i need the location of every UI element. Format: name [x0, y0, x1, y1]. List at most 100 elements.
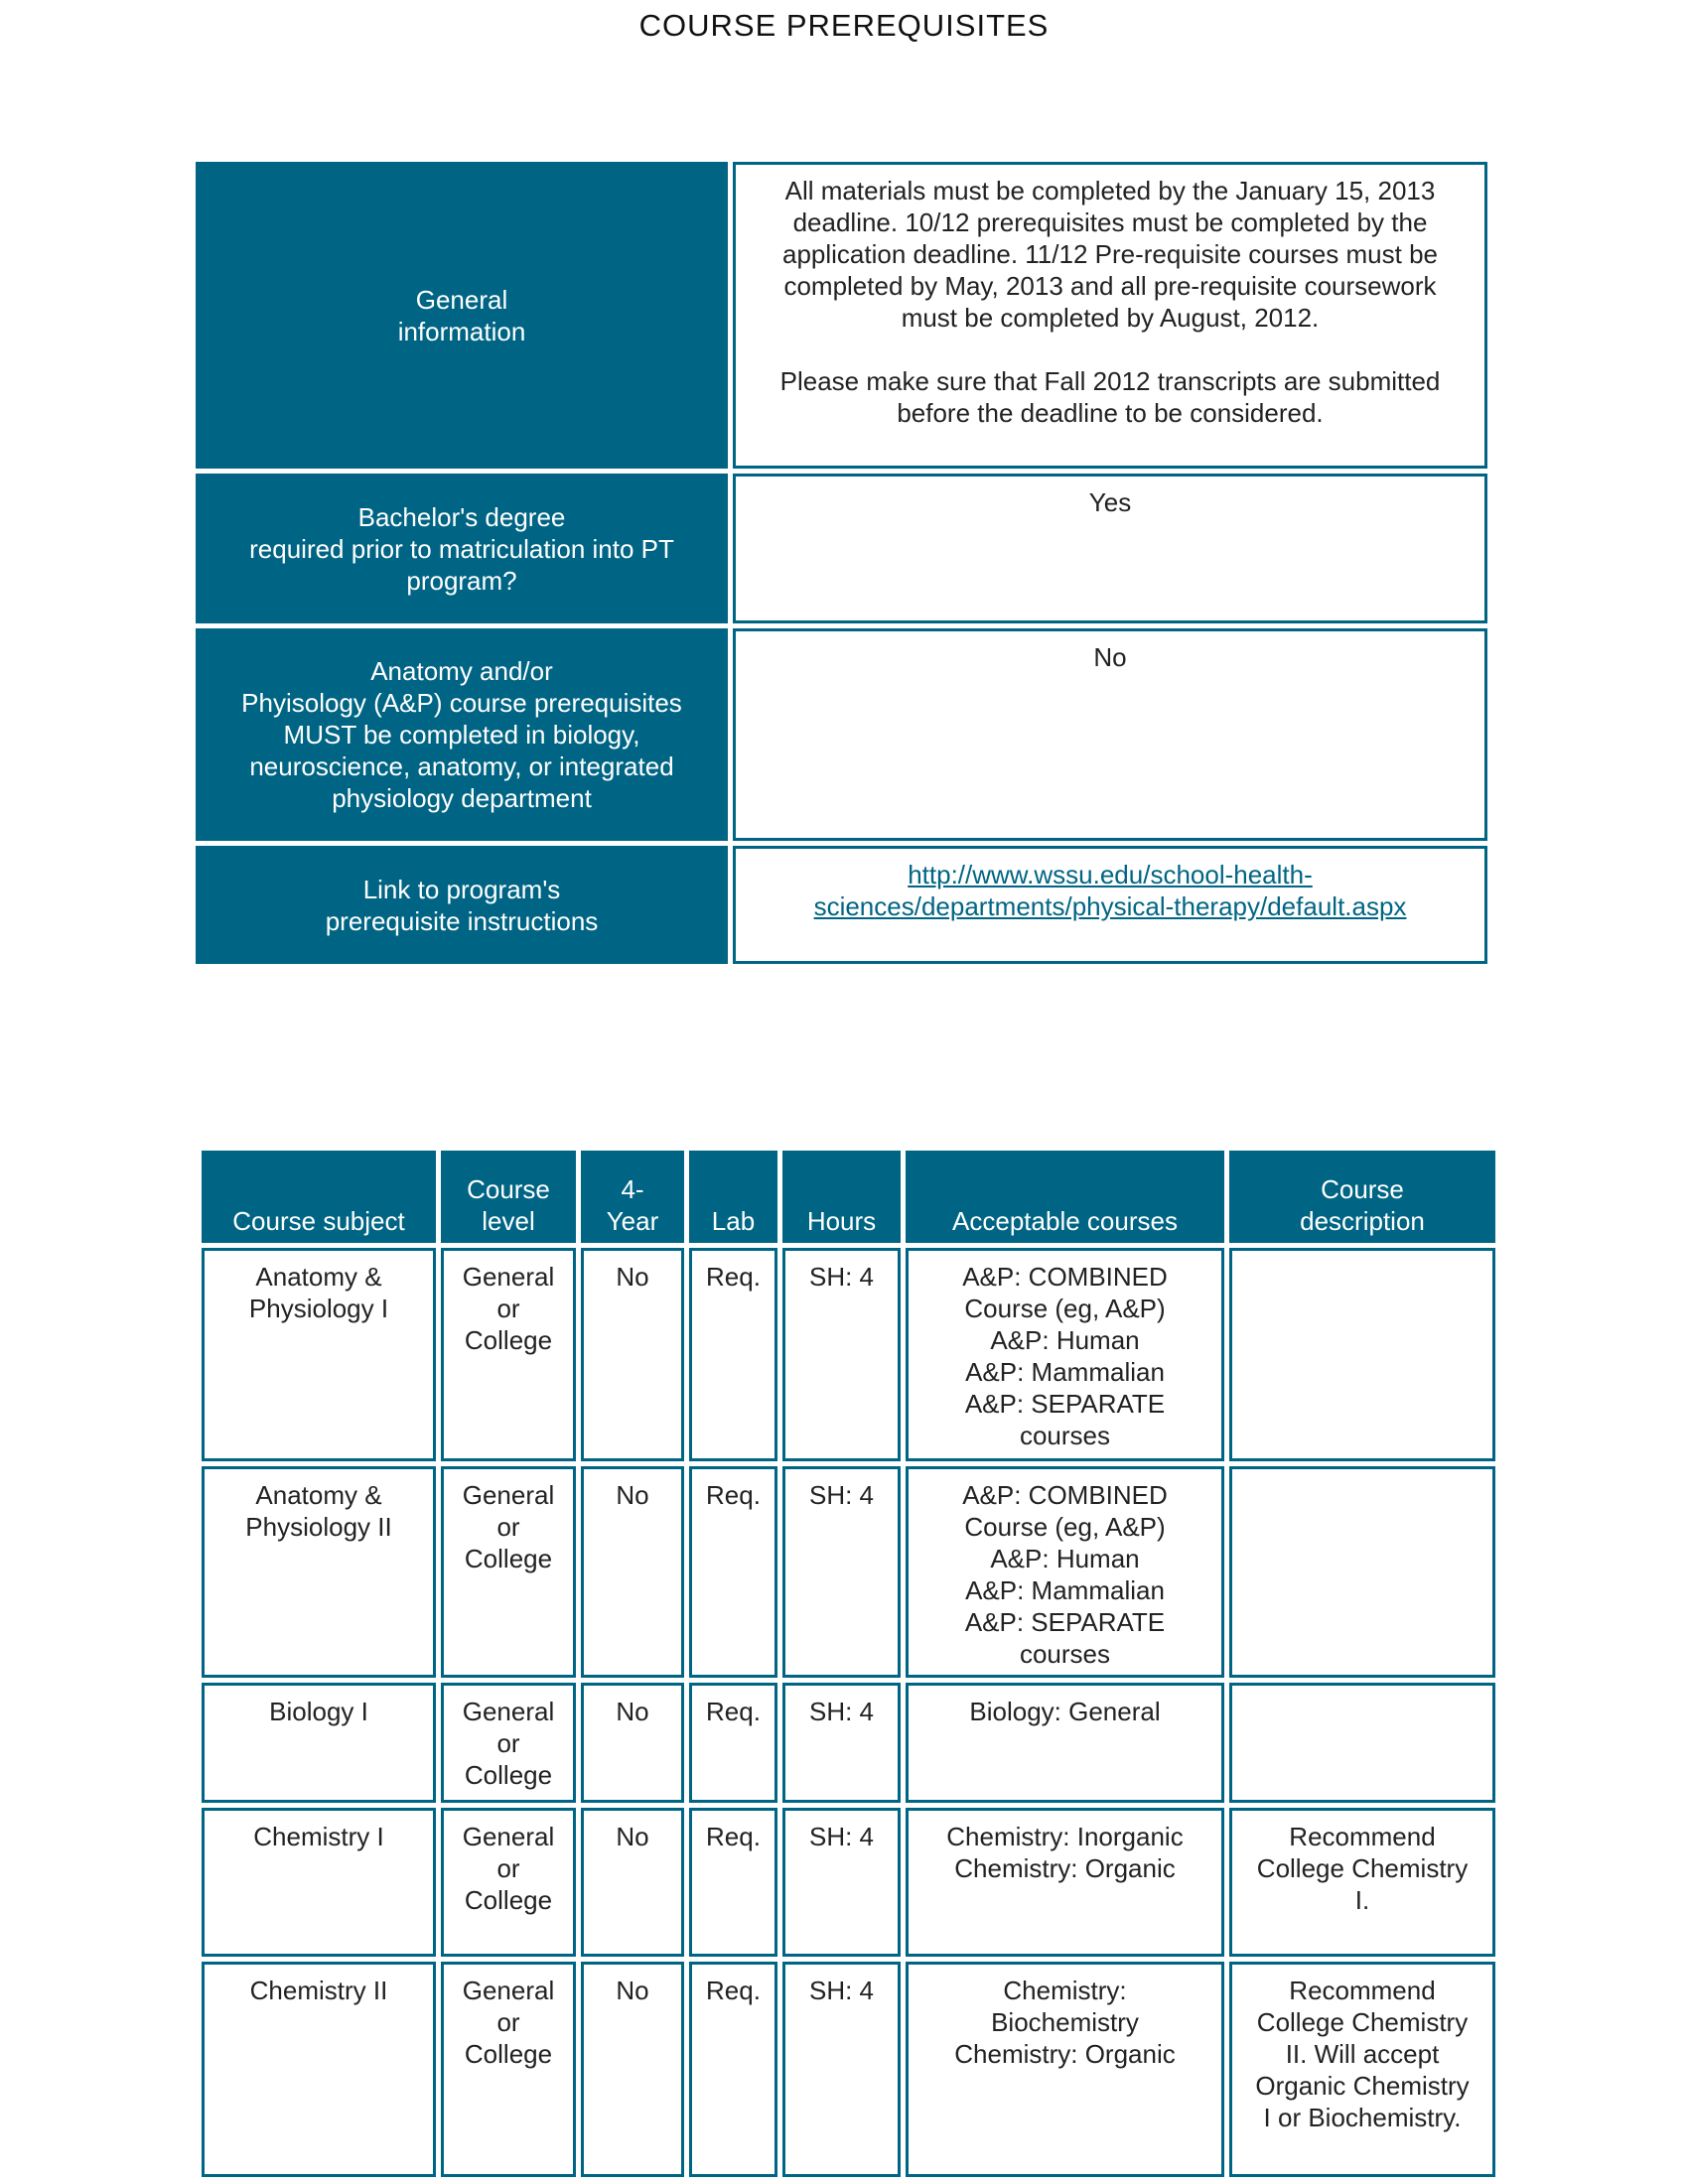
text-line: or	[496, 1512, 520, 1542]
course-cell: Req.	[689, 1962, 777, 2177]
course-cell: SH: 4	[782, 1683, 901, 1803]
course-cell: General or College	[441, 1962, 576, 2177]
text-line: Req.	[706, 1822, 761, 1851]
info-row: Link to program's prerequisite instructio…	[196, 846, 1487, 964]
course-cell: No	[581, 1466, 684, 1678]
text-line: neuroscience, anatomy, or integrated	[249, 751, 674, 781]
text-line: before the deadline to be considered.	[897, 398, 1324, 428]
text-line: Req.	[706, 1262, 761, 1292]
info-label: Anatomy and/or Phyisology (A&P) course pr…	[196, 628, 728, 841]
text-line: College Chemistry	[1256, 2007, 1469, 2037]
link-line: sciences/departments/physical-therapy/de…	[813, 891, 1407, 921]
text-line: Chemistry I	[253, 1822, 384, 1851]
course-row: Anatomy & Physiology I General or College No R…	[202, 1248, 1495, 1461]
text-line: Recommend	[1289, 1976, 1436, 2005]
text-line: Req.	[706, 1480, 761, 1510]
text-line: Chemistry: Organic	[954, 1853, 1176, 1883]
course-cell: No	[581, 1808, 684, 1957]
info-row: General information All materials must be …	[196, 162, 1487, 469]
text-line: SH: 4	[808, 1822, 875, 1851]
info-label: General information	[196, 162, 728, 469]
text-line: Anatomy &	[255, 1480, 382, 1510]
text-line: MUST be completed in biology,	[283, 720, 640, 750]
text-line: completed by May, 2013 and all pre-requi…	[783, 271, 1437, 301]
course-cell: Chemistry: Inorganic Chemistry: Organic	[906, 1808, 1224, 1957]
course-cell: Anatomy & Physiology I	[202, 1248, 436, 1461]
text-line: Physiology I	[248, 1294, 389, 1323]
text-line: All materials must be completed by the J…	[784, 176, 1436, 205]
info-label: Bachelor's degree required prior to matri…	[196, 474, 728, 623]
text-line: 4-	[621, 1174, 644, 1204]
text-line: Chemistry II	[249, 1976, 388, 2005]
text-line: A&P: Mammalian	[965, 1357, 1165, 1387]
text-line: physiology department	[332, 783, 592, 813]
text-line: A&P: Human	[990, 1325, 1140, 1355]
text-line: must be completed by August, 2012.	[901, 303, 1320, 333]
text-line: General	[462, 1976, 555, 2005]
text-line: Phyisology (A&P) course prerequisites	[241, 688, 682, 718]
text-line: Course (eg, A&P)	[964, 1512, 1166, 1542]
text-line: Acceptable courses	[952, 1206, 1178, 1236]
course-table: Course subject Course level 4- Year Lab Hours A…	[197, 1146, 1500, 2182]
text-line: College	[464, 1325, 553, 1355]
text-line: Anatomy &	[255, 1262, 382, 1292]
text-line: Biochemistry	[991, 2007, 1139, 2037]
course-row: Chemistry II General or College No Req. SH: 4 C…	[202, 1962, 1495, 2177]
text-line: SH: 4	[808, 1480, 875, 1510]
text-line: SH: 4	[808, 1976, 875, 2005]
text-line: General	[415, 284, 508, 315]
text-line: courses	[1019, 1639, 1111, 1669]
text-line: Lab	[711, 1206, 756, 1236]
text-line: Yes	[1088, 487, 1132, 517]
text-line: courses	[1019, 1421, 1111, 1450]
text-line: Chemistry: Inorganic	[946, 1822, 1184, 1851]
column-header: Course subject	[202, 1151, 436, 1243]
text-line: General	[462, 1480, 555, 1510]
text-line: College	[464, 2039, 553, 2069]
program-link[interactable]: http://www.wssu.edu/school-health-scienc…	[737, 859, 1483, 922]
info-value: No	[733, 628, 1487, 841]
course-cell: Recommend College Chemistry I.	[1229, 1808, 1495, 1957]
info-value: Yes	[733, 474, 1487, 623]
text-line: level	[482, 1206, 535, 1236]
course-cell: Chemistry: Biochemistry Chemistry: Organic	[906, 1962, 1224, 2177]
course-cell: Chemistry II	[202, 1962, 436, 2177]
info-row: Anatomy and/or Phyisology (A&P) course pr…	[196, 628, 1487, 841]
text-line: General	[462, 1262, 555, 1292]
course-cell: Biology I	[202, 1683, 436, 1803]
course-cell: Req.	[689, 1466, 777, 1678]
text-line: Please make sure that Fall 2012 transcri…	[779, 366, 1441, 396]
text-line: Biology I	[269, 1697, 368, 1726]
text-line: or	[496, 1294, 520, 1323]
text-line: No	[616, 1697, 649, 1726]
text-line: No	[616, 1480, 649, 1510]
text-line: prerequisite instructions	[325, 905, 599, 936]
course-cell: Anatomy & Physiology II	[202, 1466, 436, 1678]
course-cell: SH: 4	[782, 1466, 901, 1678]
info-label: Link to program's prerequisite instructio…	[196, 846, 728, 964]
course-cell: SH: 4	[782, 1962, 901, 2177]
course-row: Chemistry I General or College No Req. SH: 4 Ch…	[202, 1808, 1495, 1957]
course-cell: SH: 4	[782, 1808, 901, 1957]
text-line: A&P: Human	[990, 1544, 1140, 1573]
header-row: Course subject Course level 4- Year Lab Hours A…	[202, 1151, 1495, 1243]
text-line: General	[462, 1697, 555, 1726]
course-cell: General or College	[441, 1466, 576, 1678]
text-line: Organic Chemistry	[1255, 2071, 1470, 2101]
text-line: No	[616, 1976, 649, 2005]
text-line: No	[616, 1262, 649, 1292]
course-cell: Req.	[689, 1808, 777, 1957]
text-line: College	[464, 1885, 553, 1915]
course-cell: No	[581, 1962, 684, 2177]
text-line: A&P: Mammalian	[965, 1575, 1165, 1605]
course-cell: SH: 4	[782, 1248, 901, 1461]
text-line: or	[496, 1853, 520, 1883]
column-header: Hours	[782, 1151, 901, 1243]
text-line: or	[496, 1728, 520, 1758]
text-line: Anatomy and/or	[370, 656, 553, 686]
course-cell	[1229, 1466, 1495, 1678]
course-cell: General or College	[441, 1683, 576, 1803]
text-line: or	[496, 2007, 520, 2037]
text-line: program?	[406, 565, 517, 596]
